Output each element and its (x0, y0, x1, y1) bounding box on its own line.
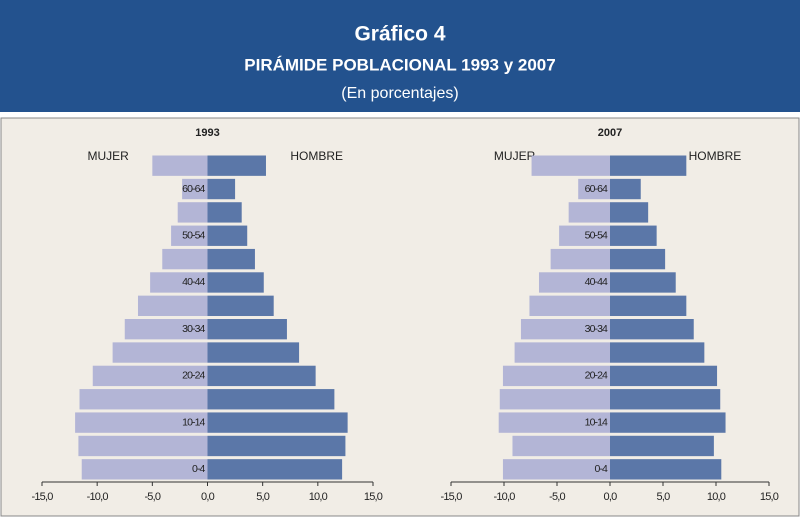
bar (610, 178, 641, 200)
bar (207, 365, 316, 387)
header-title: Gráfico 4 (354, 23, 445, 46)
bar (502, 459, 610, 480)
bar (610, 365, 718, 387)
bar (152, 155, 208, 176)
legend-label: HOMBRE (689, 149, 742, 163)
bar (78, 435, 208, 457)
bar (512, 435, 610, 457)
x-tick-label: 10,0 (309, 491, 328, 503)
bar (207, 202, 242, 223)
header-note: (En porcentajes) (341, 85, 458, 102)
panel (0, 117, 800, 517)
bar (177, 202, 208, 223)
bar (610, 389, 721, 410)
bar (610, 248, 666, 270)
chart-title: 2007 (598, 127, 622, 139)
category-label: 60-64 (182, 183, 205, 195)
bar (610, 225, 657, 246)
bar (520, 319, 610, 340)
bar (207, 319, 287, 340)
x-tick-label: 15,0 (364, 491, 383, 503)
x-tick-label: -10,0 (493, 491, 515, 503)
x-tick-label: 10,0 (707, 491, 726, 503)
bar (207, 412, 348, 433)
category-label: 10-14 (182, 416, 205, 428)
bar (550, 248, 610, 270)
legend-label: MUJER (88, 149, 130, 163)
bar (610, 295, 687, 316)
x-tick-label: -5,0 (144, 491, 160, 503)
bar (92, 365, 208, 387)
bar (610, 342, 705, 363)
bar (182, 178, 208, 200)
category-label: 40-44 (182, 276, 205, 288)
bar (610, 412, 726, 433)
bar (137, 295, 208, 316)
category-label: 50-54 (585, 230, 608, 242)
bar (498, 412, 610, 433)
category-label: 10-14 (585, 416, 608, 428)
bar (162, 248, 208, 270)
bar (207, 389, 335, 410)
bar (610, 435, 714, 457)
bar (578, 178, 610, 200)
bar (207, 272, 264, 293)
bar (499, 389, 610, 410)
bar (75, 412, 208, 433)
bar (207, 459, 343, 480)
bar (559, 225, 610, 246)
bar (502, 365, 610, 387)
bar (124, 319, 208, 340)
category-label: 0-4 (595, 463, 609, 475)
bar (207, 295, 274, 316)
x-tick-label: 0,0 (201, 491, 215, 503)
x-tick-label: 15,0 (760, 491, 779, 503)
category-label: 20-24 (182, 370, 205, 382)
chart-title: 1993 (195, 127, 219, 139)
bar (610, 272, 676, 293)
category-label: 30-34 (182, 323, 205, 335)
bar (207, 435, 346, 457)
bar (531, 155, 610, 176)
bar (171, 225, 208, 246)
bar (529, 295, 610, 316)
bar (207, 248, 255, 270)
category-label: 20-24 (585, 370, 608, 382)
header-subtitle: PIRÁMIDE POBLACIONAL 1993 y 2007 (244, 55, 555, 74)
bar (150, 272, 208, 293)
category-label: 30-34 (585, 323, 608, 335)
x-tick-label: -15,0 (31, 491, 53, 503)
x-tick-label: -10,0 (87, 491, 109, 503)
legend-label: MUJER (494, 149, 536, 163)
legend-label: HOMBRE (290, 149, 343, 163)
bar (610, 155, 687, 176)
bar (538, 272, 610, 293)
bar (610, 202, 649, 223)
header-band (0, 0, 800, 112)
bar (207, 155, 266, 176)
bar (207, 342, 300, 363)
x-tick-label: 5,0 (657, 491, 671, 503)
bar (610, 319, 694, 340)
x-tick-label: 5,0 (256, 491, 270, 503)
x-tick-label: -5,0 (549, 491, 565, 503)
category-label: 60-64 (585, 183, 608, 195)
bar (610, 459, 722, 480)
x-tick-label: -15,0 (440, 491, 462, 503)
category-label: 0-4 (192, 463, 206, 475)
bar (112, 342, 208, 363)
bar (568, 202, 610, 223)
bar (81, 459, 208, 480)
bar (207, 225, 248, 246)
category-label: 50-54 (182, 230, 205, 242)
bar (79, 389, 208, 410)
x-tick-label: 0,0 (604, 491, 618, 503)
bar (207, 178, 236, 200)
bar (514, 342, 610, 363)
category-label: 40-44 (585, 276, 608, 288)
